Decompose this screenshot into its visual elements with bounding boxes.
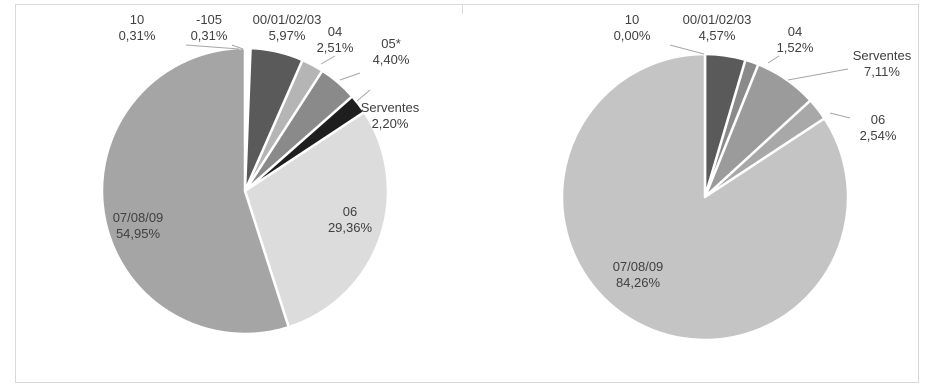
slice-value-10: 0,00% xyxy=(614,28,651,43)
slice-value-00-01-02-03: 4,57% xyxy=(699,28,736,43)
leader-line-10 xyxy=(669,44,705,55)
slice-label-105: -105 xyxy=(196,12,222,27)
slice-label-00-01-02-03: 00/01/02/03 xyxy=(253,12,322,27)
slice-label-04: 04 xyxy=(328,24,342,39)
leader-line-10 xyxy=(185,44,240,50)
pie-slice-07-08-09 xyxy=(560,52,850,342)
pie-slice-07-08-09 xyxy=(100,46,290,336)
slice-label-04: 04 xyxy=(788,24,802,39)
slice-value-10: 0,31% xyxy=(119,28,156,43)
slice-label-06: 06 xyxy=(343,204,357,219)
pie-chart-right: 100,00% 00/01/02/034,57% 041,52% Serventes7… xyxy=(560,12,912,342)
slice-label-serventes: Serventes xyxy=(361,100,420,115)
chart-frame xyxy=(15,4,919,383)
slice-value-05: 4,40% xyxy=(373,52,410,67)
slice-value-serventes: 7,11% xyxy=(864,64,900,79)
slice-value-06: 29,36% xyxy=(328,220,373,235)
slice-label-serventes: Serventes xyxy=(853,48,912,63)
leader-line-serventes xyxy=(356,89,371,102)
leader-line-06 xyxy=(829,112,851,119)
slice-label-05: 05* xyxy=(381,36,401,51)
chart-divider xyxy=(462,4,463,14)
slice-value-06: 2,54% xyxy=(860,128,897,143)
slice-value-04: 2,51% xyxy=(317,40,354,55)
slice-value-serventes: 2,20% xyxy=(372,116,409,131)
pie-slice-06 xyxy=(243,110,390,329)
leader-line-serventes xyxy=(787,68,849,81)
leader-line-04 xyxy=(767,55,780,64)
slice-label-07-08-09: 07/08/09 xyxy=(113,210,164,225)
slice-label-06: 06 xyxy=(871,112,885,127)
slice-value-07-08-09: 54,95% xyxy=(116,226,161,241)
slice-value-105: 0,31% xyxy=(191,28,228,43)
slice-value-07-08-09: 84,26% xyxy=(616,275,661,290)
leader-line-04 xyxy=(320,55,336,65)
slice-label-00-01-02-03: 00/01/02/03 xyxy=(683,12,752,27)
leader-line-105 xyxy=(231,44,244,50)
slice-value-00-01-02-03: 5,97% xyxy=(269,28,306,43)
leader-line-05 xyxy=(339,72,361,81)
slice-value-04: 1,52% xyxy=(777,40,814,55)
slice-label-10: 10 xyxy=(130,12,144,27)
slice-label-07-08-09: 07/08/09 xyxy=(613,259,664,274)
slice-label-10: 10 xyxy=(625,12,639,27)
